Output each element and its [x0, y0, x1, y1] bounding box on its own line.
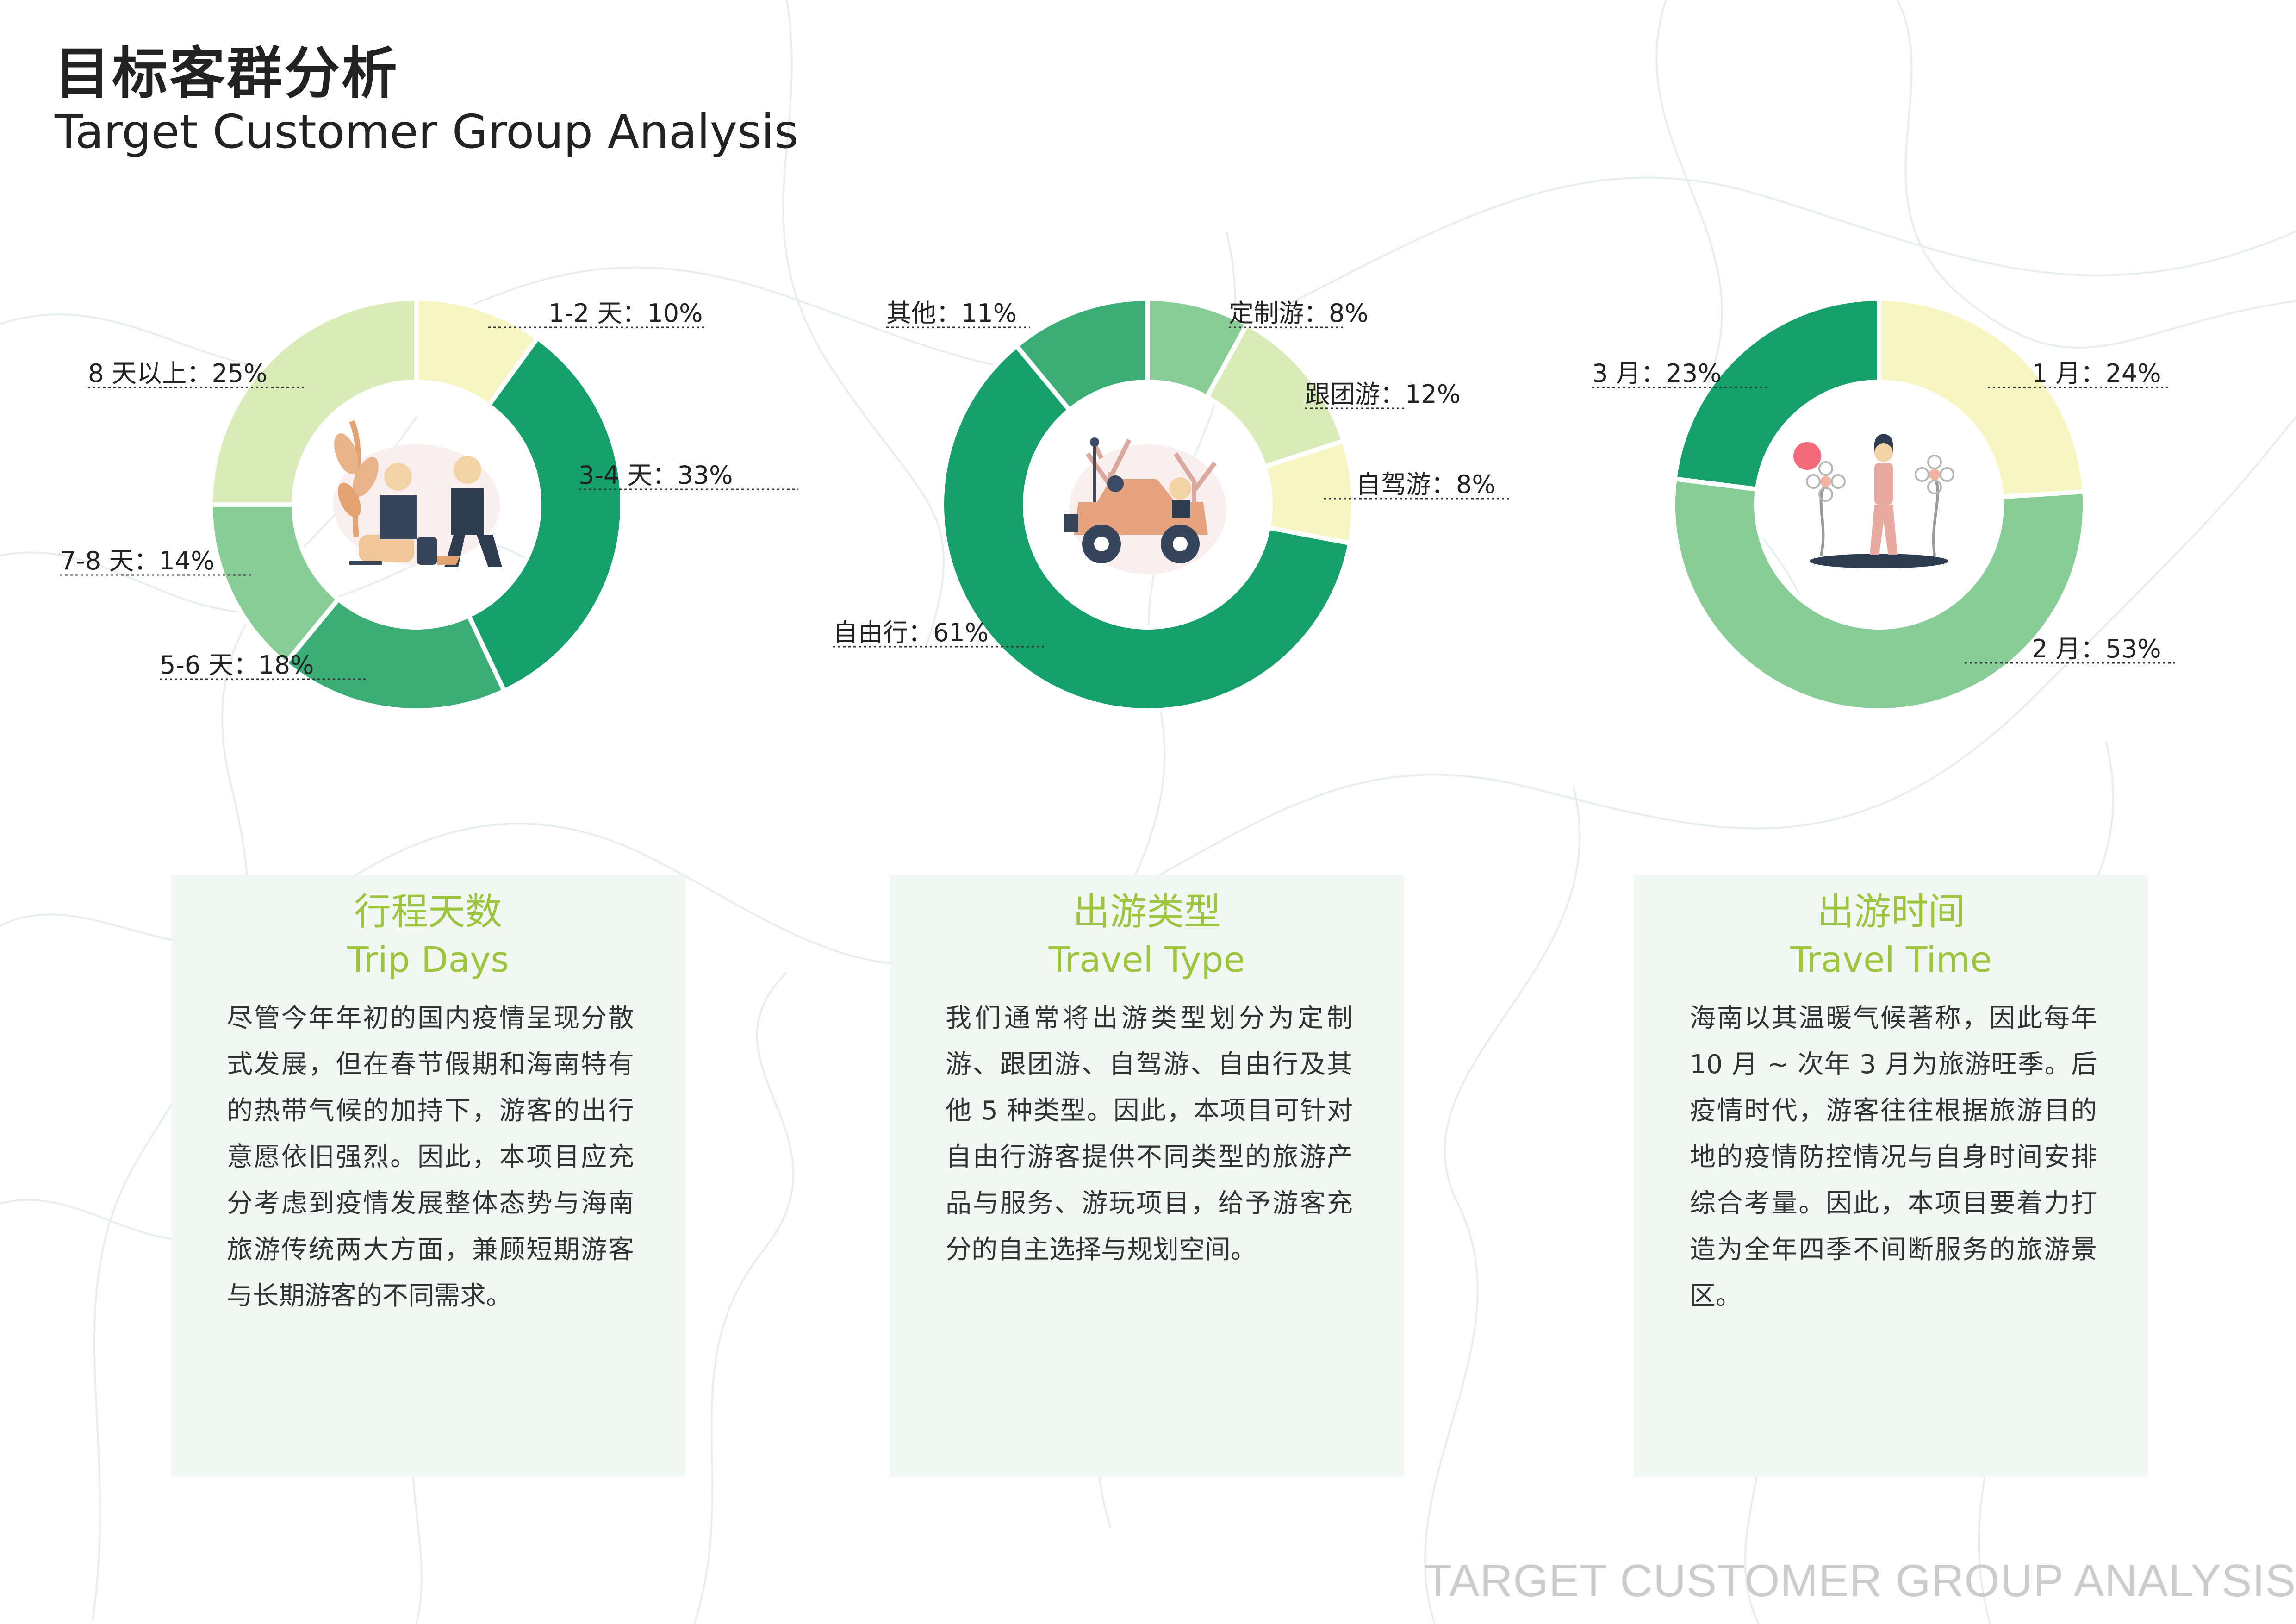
flower-stem	[1932, 476, 1939, 556]
person-head	[1107, 475, 1124, 492]
donut-slice	[940, 343, 1353, 713]
donut-slice	[1671, 476, 2087, 713]
slice-label: 其他：11%	[886, 299, 1017, 328]
lamp	[1090, 437, 1099, 447]
woman-leg	[1870, 505, 1886, 556]
card-body-text: 我们通常将出游类型划分为定制游、跟团游、自驾游、自由行及其他 5 种类型。因此，…	[946, 1003, 1353, 1265]
chart-label-lines	[60, 326, 798, 680]
footer-watermark: TARGET CUSTOMER GROUP ANALYSIS	[1424, 1555, 2296, 1606]
donut-slice	[282, 596, 508, 713]
chart-labels: 1-2 天：10% 3-4 天：33% 5-6 天：18% 7-8 天：14% 8 天以…	[60, 299, 733, 680]
travel-time-card: 出游时间 Travel Time 海南以其温暖气候著称，因此每年 10 月 ~ …	[1634, 875, 2148, 1477]
chart-label-lines	[833, 326, 1509, 648]
card-subtitle: Trip Days	[347, 939, 509, 980]
card-title: 出游类型	[1073, 890, 1221, 933]
chart-labels: 1 月：24% 2 月：53% 3 月：23%	[1592, 359, 2161, 663]
person-body	[1172, 500, 1190, 518]
donut-slice	[208, 296, 419, 507]
trip-days-card: 行程天数 Trip Days 尽管今年年初的国内疫情呈现分散式发展，但在春节假期…	[171, 875, 685, 1477]
slice-label: 2 月：53%	[2032, 634, 2161, 663]
center-illustration	[1064, 437, 1226, 574]
travel-time-donut-chart: 1 月：24% 2 月：53% 3 月：23%	[1555, 278, 2203, 750]
slice-label: 定制游：8%	[1229, 299, 1369, 328]
flower-petal	[1818, 487, 1833, 502]
travel-type-donut-chart: 定制游：8% 跟团游：12% 自驾游：8% 自由行：61% 其他：11%	[824, 278, 1509, 750]
card-subtitle: Travel Type	[1048, 939, 1245, 980]
slice-label: 1 月：24%	[2032, 359, 2161, 388]
flower-petal	[1806, 474, 1821, 489]
flower-center	[1929, 469, 1940, 480]
chart-label-lines	[1592, 387, 2175, 664]
flower-petal	[1927, 455, 1942, 469]
plant-leaf	[353, 457, 379, 497]
donut-slice	[1203, 321, 1347, 470]
flower-center	[1820, 476, 1831, 487]
flower-petal	[1940, 467, 1954, 482]
car-bumper	[1064, 514, 1078, 532]
flower-petal	[1915, 467, 1929, 482]
book	[349, 561, 382, 565]
chart-slices	[940, 296, 1356, 713]
person-head	[1169, 477, 1191, 500]
center-illustration	[333, 420, 502, 567]
donut-slice	[466, 334, 625, 694]
backpack	[417, 537, 437, 565]
slice-label: 自由行：61%	[833, 618, 989, 647]
seat	[359, 535, 414, 562]
donut-slice	[1672, 296, 1881, 492]
donut-slice	[1013, 296, 1150, 413]
donut-slice	[1877, 296, 2087, 500]
card-title: 行程天数	[354, 890, 502, 933]
sun-circle	[1793, 442, 1821, 470]
travel-type-card: 出游类型 Travel Type 我们通常将出游类型划分为定制游、跟团游、自驾游…	[890, 875, 1404, 1477]
slice-label: 1-2 天：10%	[548, 299, 703, 328]
donut-slice	[208, 502, 342, 667]
flower-petal	[1831, 474, 1846, 489]
person-leg	[477, 535, 502, 567]
chart-slices	[208, 296, 625, 713]
woman-body	[1874, 463, 1893, 505]
laptop	[437, 556, 460, 565]
card-subtitle: Travel Time	[1790, 939, 1992, 980]
slice-label: 7-8 天：14%	[60, 546, 214, 575]
car-body	[1074, 479, 1208, 535]
flower-petal	[1818, 461, 1833, 476]
person-head	[454, 456, 481, 484]
chart-labels: 定制游：8% 跟团游：12% 自驾游：8% 自由行：61% 其他：11%	[833, 299, 1496, 647]
car-wheel-hub	[1094, 537, 1109, 551]
slice-label: 跟团游：12%	[1305, 380, 1461, 409]
slice-label: 3-4 天：33%	[579, 461, 733, 490]
person-head	[384, 463, 412, 491]
center-illustration	[1793, 434, 1954, 568]
card-body-text: 海南以其温暖气候著称，因此每年 10 月 ~ 次年 3 月为旅游旺季。后疫情时代…	[1690, 1003, 2097, 1311]
slice-label: 8 天以上：25%	[88, 359, 268, 388]
flower-stem	[1819, 483, 1827, 556]
chart-slices	[1671, 296, 2087, 713]
person-body	[451, 488, 484, 535]
woman-leg	[1881, 505, 1898, 556]
page-title: 目标客群分析	[55, 42, 399, 106]
slice-label: 3 月：23%	[1592, 359, 1722, 388]
person-body	[380, 495, 417, 539]
trip-days-donut-chart: 1-2 天：10% 3-4 天：33% 5-6 天：18% 7-8 天：14% 8 天以…	[60, 278, 798, 750]
page-subtitle: Target Customer Group Analysis	[55, 105, 798, 159]
card-body-text: 尽管今年年初的国内疫情呈现分散式发展，但在春节假期和海南特有的热带气候的加持下，…	[227, 1003, 634, 1311]
woman-shoe	[1868, 555, 1881, 559]
flower-petal	[1927, 480, 1942, 494]
slice-label: 5-6 天：18%	[160, 650, 314, 680]
plant-leaf	[334, 433, 358, 474]
ground-shadow	[1810, 554, 1948, 568]
woman-shoe	[1886, 555, 1899, 559]
plant-leaf	[338, 482, 361, 518]
card-title: 出游时间	[1817, 890, 1965, 933]
woman-head	[1874, 443, 1893, 462]
car-wheel-hub	[1173, 537, 1188, 551]
slice-label: 自驾游：8%	[1356, 470, 1496, 499]
